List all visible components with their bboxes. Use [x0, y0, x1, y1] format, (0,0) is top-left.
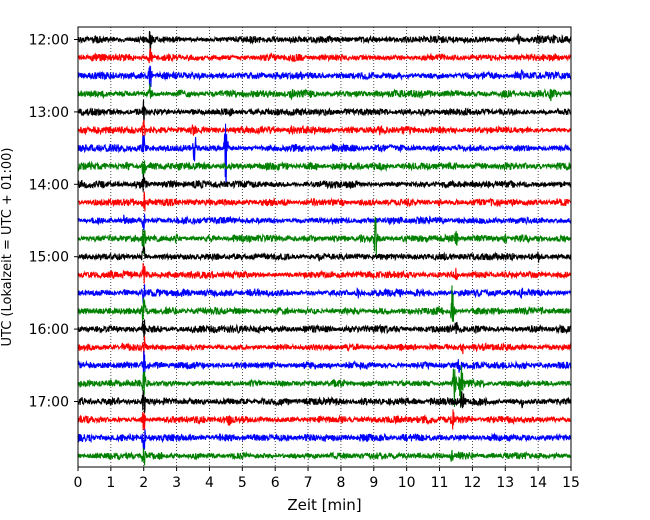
y-tick-label: 13:00: [29, 105, 69, 121]
x-tick-label: 13: [496, 475, 514, 491]
seismogram-trace: [77, 160, 572, 178]
x-axis-title: Zeit [min]: [287, 496, 361, 514]
x-tick-label: 7: [304, 475, 313, 491]
y-axis-title: UTC (Lokalzeit = UTC + 01:00): [0, 148, 15, 347]
seismogram-trace: [77, 285, 572, 322]
x-tick-label: 5: [238, 475, 247, 491]
x-tick-label: 14: [529, 475, 547, 491]
x-tick-label: 6: [271, 475, 280, 491]
seismogram-trace: [77, 409, 572, 431]
vertical-grid: [110, 27, 539, 467]
seismogram-trace: [77, 244, 572, 263]
x-tick-label: 3: [172, 475, 181, 491]
x-tick-label: 4: [205, 475, 214, 491]
x-tick-label: 12: [463, 475, 481, 491]
seismogram-trace: [77, 119, 572, 138]
y-tick-label: 17:00: [29, 395, 69, 411]
y-tick-label: 16:00: [29, 322, 69, 338]
plot-background: [78, 27, 571, 467]
seismogram-trace: [77, 284, 572, 304]
y-tick-label: 14:00: [29, 177, 69, 193]
x-tick-label: 10: [398, 475, 416, 491]
x-tick-label: 1: [106, 475, 115, 491]
y-tick-label: 12:00: [29, 33, 69, 49]
x-tick-label: 15: [562, 475, 580, 491]
x-tick-label: 0: [74, 475, 83, 491]
x-tick-label: 11: [431, 475, 449, 491]
seismogram-trace: [77, 390, 572, 414]
seismogram-trace: [77, 213, 572, 231]
seismogram-trace: [77, 262, 572, 284]
seismogram-trace: [77, 429, 572, 452]
seismogram-trace: [77, 47, 572, 64]
seismogram-trace: [77, 350, 572, 377]
x-axis: 0 1 2 3 4 5 6 7 8 9 10 11 12 13 14 15: [74, 467, 580, 491]
seismogram-trace: [77, 216, 572, 258]
y-tick-label: 15:00: [29, 250, 69, 266]
plot-frame: [77, 26, 572, 468]
x-tick-label: 9: [369, 475, 378, 491]
seismogram-trace: [77, 448, 572, 466]
seismogram-trace: [77, 30, 572, 53]
seismogram-trace: [77, 365, 572, 408]
seismogram-trace: [77, 65, 572, 87]
seismogram-trace: [77, 83, 572, 102]
seismogram-trace: [77, 336, 572, 359]
seismogram-trace: [77, 99, 572, 127]
seismogram-trace: [77, 319, 572, 339]
seismogram-trace: [77, 123, 572, 184]
seismogram-traces: [77, 30, 572, 466]
y-axis: 12:00 13:00 14:00 15:00 16:00 17:00: [29, 33, 78, 411]
x-tick-label: 8: [336, 475, 345, 491]
seismogram-trace: [77, 191, 572, 212]
x-tick-label: 2: [139, 475, 148, 491]
seismogram-trace: [77, 174, 572, 192]
